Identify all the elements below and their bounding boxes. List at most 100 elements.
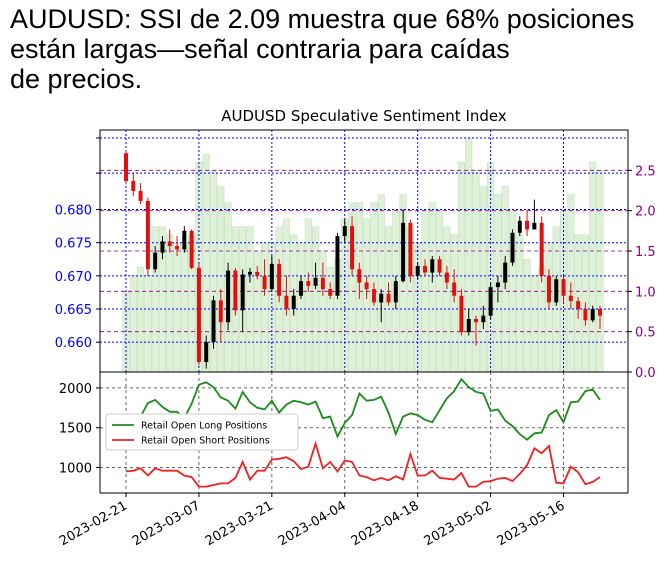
ssi-bar bbox=[377, 194, 385, 373]
ssi-tick-label: 2.5 bbox=[635, 164, 656, 179]
candle-body bbox=[196, 267, 201, 363]
candle-body bbox=[583, 309, 588, 321]
candle-body bbox=[189, 230, 194, 268]
candle-body bbox=[218, 300, 223, 323]
candle-body bbox=[226, 270, 231, 323]
candle-body bbox=[561, 279, 566, 296]
ssi-bar bbox=[450, 234, 458, 373]
candle-body bbox=[539, 222, 544, 276]
ssi-bar bbox=[246, 226, 254, 373]
ssi-bar bbox=[538, 266, 546, 373]
candle-body bbox=[568, 295, 573, 302]
candle-body bbox=[444, 272, 449, 283]
ssi-bar bbox=[173, 242, 181, 373]
ssi-tick-label: 2.0 bbox=[635, 205, 656, 220]
ssi-bar bbox=[530, 274, 538, 373]
candle-body bbox=[247, 271, 252, 275]
candle-body bbox=[452, 282, 457, 296]
candle-body bbox=[204, 342, 209, 363]
candle-body bbox=[306, 281, 311, 286]
short-positions-line bbox=[125, 440, 601, 488]
ssi-tick-label: 0.5 bbox=[635, 326, 656, 341]
price-tick-label: 0.675 bbox=[55, 237, 92, 252]
ssi-bar bbox=[137, 266, 145, 373]
ssi-bar bbox=[129, 274, 137, 373]
ssi-bar bbox=[166, 234, 174, 373]
candle-body bbox=[510, 232, 515, 263]
candle-body bbox=[175, 246, 180, 250]
positions-tick-label: 1500 bbox=[59, 422, 92, 437]
candle-body bbox=[495, 282, 500, 288]
candle-body bbox=[335, 236, 340, 296]
ssi-bar bbox=[144, 274, 152, 373]
candle-body bbox=[459, 295, 464, 333]
candle-body bbox=[299, 281, 304, 296]
headline-line-1: AUDUSD: SSI de 2.09 muestra que 68% posi… bbox=[10, 4, 635, 34]
candle-body bbox=[466, 318, 471, 333]
headline: AUDUSD: SSI de 2.09 muestra que 68% posi… bbox=[10, 4, 665, 94]
candle-body bbox=[517, 220, 522, 233]
positions-tick-label: 2000 bbox=[59, 382, 92, 397]
candle-body bbox=[350, 226, 355, 270]
candle-body bbox=[554, 279, 559, 303]
ssi-bar bbox=[516, 234, 524, 373]
ssi-bar bbox=[217, 186, 225, 373]
candle-body bbox=[313, 277, 318, 286]
candle-body bbox=[371, 289, 376, 303]
ssi-tick-label: 1.5 bbox=[635, 245, 656, 260]
candle-body bbox=[291, 295, 296, 310]
ssi-bar bbox=[457, 161, 466, 373]
candle-body bbox=[160, 241, 165, 253]
candle-body bbox=[233, 270, 238, 311]
ssi-bar bbox=[589, 161, 597, 373]
candle-body bbox=[393, 281, 398, 303]
candle-body bbox=[437, 259, 442, 273]
ssi-bar bbox=[304, 218, 312, 373]
price-tick-label: 0.680 bbox=[55, 204, 92, 219]
headline-line-2: están largas—señal contraria para caídas bbox=[10, 34, 510, 64]
candle-body bbox=[167, 241, 172, 247]
candle-body bbox=[182, 230, 187, 250]
candle-body bbox=[284, 295, 289, 310]
candle-body bbox=[342, 226, 347, 237]
candle-body bbox=[357, 269, 362, 283]
candle-body bbox=[401, 222, 406, 282]
positions-panel-frame bbox=[99, 371, 629, 494]
candle-body bbox=[138, 190, 143, 201]
chart-title: AUDUSD Speculative Sentiment Index bbox=[221, 107, 507, 125]
candle-body bbox=[422, 265, 427, 273]
candle-body bbox=[153, 252, 158, 270]
candle-body bbox=[488, 287, 493, 316]
candle-body bbox=[364, 282, 369, 290]
candle-body bbox=[320, 277, 325, 290]
x-tick-label: 2023-03-21 bbox=[203, 498, 276, 549]
candle-body bbox=[576, 301, 581, 310]
x-tick-label: 2023-02-21 bbox=[57, 498, 130, 549]
candle-body bbox=[211, 300, 216, 343]
legend-box bbox=[105, 413, 299, 451]
candle-body bbox=[131, 181, 136, 191]
candle-body bbox=[240, 274, 245, 311]
legend-short-label: Retail Open Short Positions bbox=[141, 436, 270, 447]
price-tick-label: 0.665 bbox=[55, 303, 92, 318]
ssi-bar bbox=[312, 226, 320, 373]
candle-body bbox=[415, 265, 420, 276]
x-tick-label: 2023-04-18 bbox=[349, 498, 422, 549]
candle-body bbox=[590, 309, 595, 321]
candle-body bbox=[262, 275, 267, 290]
ssi-bar bbox=[428, 202, 436, 373]
candle-body bbox=[503, 262, 508, 283]
candle-body bbox=[546, 275, 551, 303]
price-tick-label: 0.670 bbox=[55, 270, 92, 285]
ssi-bar bbox=[180, 242, 188, 373]
headline-line-3: de precios. bbox=[10, 64, 143, 94]
ssi-tick-label: 1.0 bbox=[635, 285, 656, 300]
candle-body bbox=[379, 293, 384, 303]
candle-body bbox=[145, 200, 150, 270]
x-tick-label: 2023-05-16 bbox=[495, 498, 568, 549]
positions-tick-label: 1000 bbox=[59, 462, 92, 477]
legend-long-label: Retail Open Long Positions bbox=[141, 421, 267, 432]
ssi-bar bbox=[443, 226, 451, 373]
candle-body bbox=[525, 220, 530, 230]
